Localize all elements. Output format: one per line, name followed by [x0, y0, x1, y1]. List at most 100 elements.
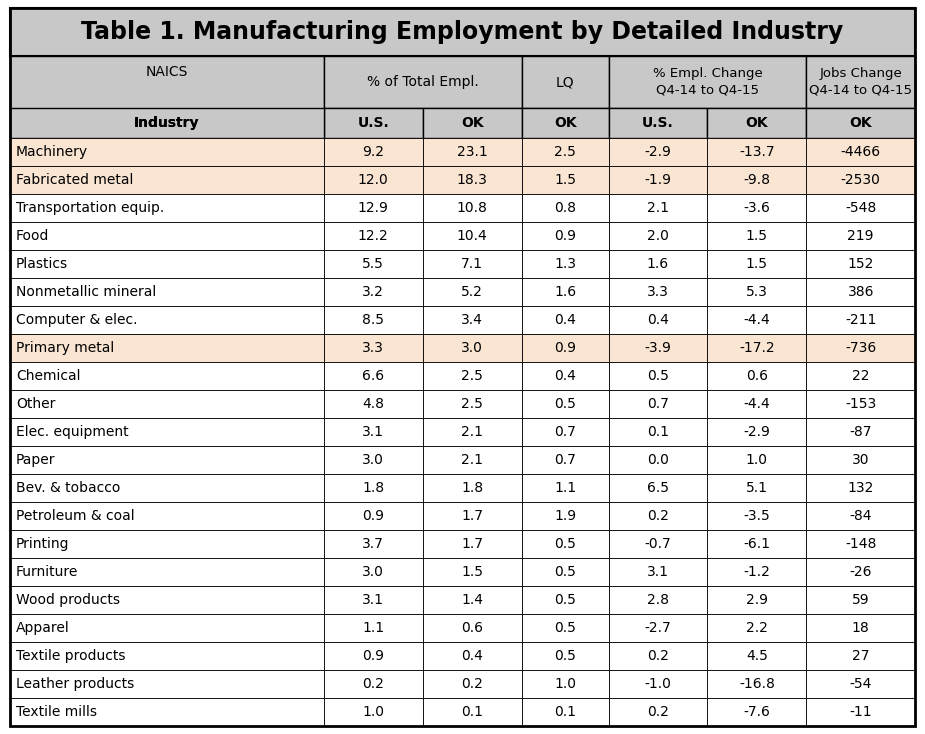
Bar [10, 642, 324, 670]
Bar [708, 642, 807, 670]
Text: -11: -11 [849, 705, 872, 719]
Text: 386: 386 [847, 285, 874, 299]
Text: 27: 27 [852, 649, 870, 663]
Text: 2.5: 2.5 [462, 369, 483, 383]
Text: 0.6: 0.6 [746, 369, 768, 383]
Text: Nonmetallic mineral: Nonmetallic mineral [16, 285, 156, 299]
Text: 0.8: 0.8 [554, 201, 576, 215]
Text: 0.6: 0.6 [462, 621, 483, 635]
Bar [522, 502, 609, 530]
Text: 1.7: 1.7 [462, 537, 483, 551]
Text: Plastics: Plastics [16, 257, 68, 271]
Bar [609, 108, 708, 138]
Bar [807, 446, 915, 474]
Text: -736: -736 [845, 341, 876, 355]
Text: % Empl. Change
Q4-14 to Q4-15: % Empl. Change Q4-14 to Q4-15 [652, 68, 762, 96]
Text: 3.4: 3.4 [462, 313, 483, 327]
Bar [522, 642, 609, 670]
Bar [522, 586, 609, 614]
Bar [609, 502, 708, 530]
Bar [324, 474, 423, 502]
Bar [324, 446, 423, 474]
Text: 2.0: 2.0 [648, 229, 669, 243]
Bar [708, 390, 807, 418]
Bar [708, 138, 807, 166]
Text: 0.1: 0.1 [647, 425, 669, 439]
Bar [522, 138, 609, 166]
Bar [807, 278, 915, 306]
Bar [708, 502, 807, 530]
Text: 1.6: 1.6 [647, 257, 669, 271]
Text: -9.8: -9.8 [744, 173, 771, 187]
Bar [708, 306, 807, 334]
Text: 3.1: 3.1 [647, 565, 669, 579]
Text: 6.6: 6.6 [363, 369, 384, 383]
Bar [708, 250, 807, 278]
Text: 0.1: 0.1 [554, 705, 576, 719]
Bar [807, 670, 915, 698]
Bar [423, 222, 522, 250]
Text: 5.1: 5.1 [746, 481, 768, 495]
Text: 18: 18 [852, 621, 870, 635]
Bar [609, 194, 708, 222]
Text: Primary metal: Primary metal [16, 341, 115, 355]
Text: 0.5: 0.5 [554, 397, 576, 411]
Text: OK: OK [849, 116, 872, 130]
Bar [708, 446, 807, 474]
Text: Other: Other [16, 397, 56, 411]
Text: 1.1: 1.1 [554, 481, 576, 495]
Text: 2.8: 2.8 [647, 593, 669, 607]
Text: 152: 152 [847, 257, 874, 271]
Bar [807, 250, 915, 278]
Text: 0.4: 0.4 [648, 313, 669, 327]
Bar [807, 222, 915, 250]
Bar [807, 418, 915, 446]
Bar [522, 614, 609, 642]
Bar [609, 362, 708, 390]
Bar [423, 446, 522, 474]
Text: 1.7: 1.7 [462, 509, 483, 523]
Text: Jobs Change
Q4-14 to Q4-15: Jobs Change Q4-14 to Q4-15 [809, 68, 912, 96]
Text: 0.9: 0.9 [363, 509, 384, 523]
Bar [10, 334, 324, 362]
Bar [324, 250, 423, 278]
Bar [609, 530, 708, 558]
Bar [708, 698, 807, 726]
Text: 5.5: 5.5 [363, 257, 384, 271]
Text: Textile mills: Textile mills [16, 705, 97, 719]
Bar [423, 250, 522, 278]
Text: -2530: -2530 [841, 173, 881, 187]
Text: 0.7: 0.7 [554, 425, 576, 439]
Text: 2.1: 2.1 [462, 453, 483, 467]
Bar [10, 698, 324, 726]
Text: -17.2: -17.2 [739, 341, 775, 355]
Bar [807, 362, 915, 390]
Bar [324, 362, 423, 390]
Bar [10, 108, 324, 138]
Bar [708, 108, 807, 138]
Text: 132: 132 [847, 481, 874, 495]
Text: Fabricated metal: Fabricated metal [16, 173, 133, 187]
Bar [522, 166, 609, 194]
Bar [10, 474, 324, 502]
Bar [423, 558, 522, 586]
Text: 2.9: 2.9 [746, 593, 768, 607]
Text: 3.3: 3.3 [363, 341, 384, 355]
Bar [324, 306, 423, 334]
Text: Apparel: Apparel [16, 621, 69, 635]
Text: 1.5: 1.5 [554, 173, 576, 187]
Text: 0.9: 0.9 [554, 229, 576, 243]
Text: 3.1: 3.1 [363, 425, 384, 439]
Bar [609, 418, 708, 446]
Text: -1.0: -1.0 [645, 677, 672, 691]
Text: 2.2: 2.2 [746, 621, 768, 635]
Text: Transportation equip.: Transportation equip. [16, 201, 165, 215]
Text: -26: -26 [849, 565, 872, 579]
Bar [609, 558, 708, 586]
Text: -3.6: -3.6 [744, 201, 771, 215]
Text: 0.5: 0.5 [648, 369, 669, 383]
Bar [522, 250, 609, 278]
Text: 12.0: 12.0 [358, 173, 388, 187]
Bar [10, 390, 324, 418]
Text: 1.0: 1.0 [363, 705, 384, 719]
